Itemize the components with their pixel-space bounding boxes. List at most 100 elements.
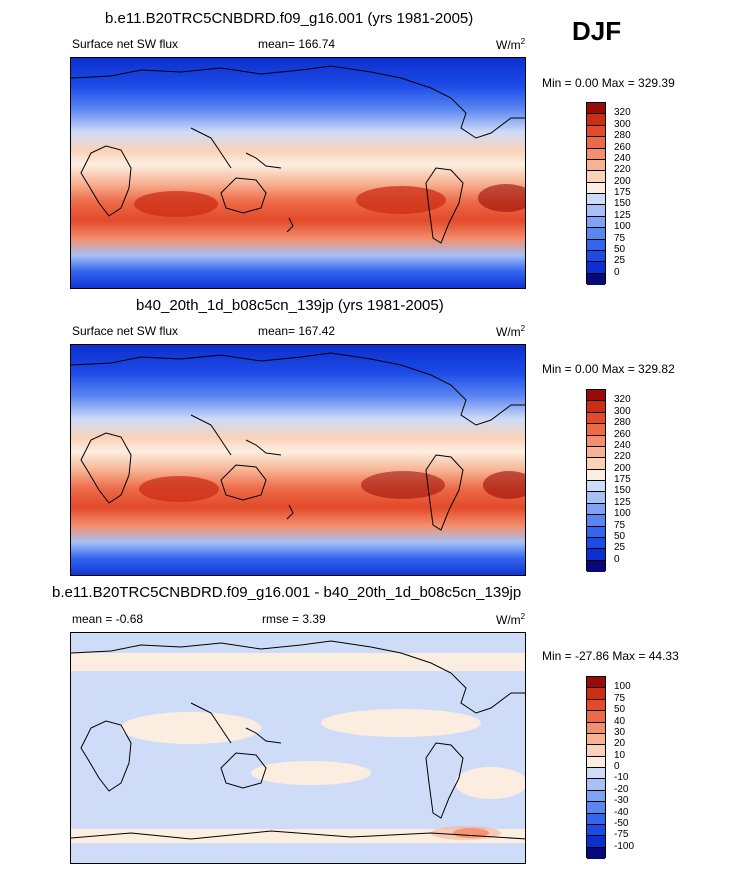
colorbar-tick-label: 320 (614, 394, 631, 406)
colorbar-tick-label: 150 (614, 198, 631, 210)
colorbar-tick-label: 200 (614, 175, 631, 187)
colorbar-tick-label: 40 (614, 715, 626, 727)
colorbar-tick-label: 260 (614, 141, 631, 153)
panel-1-units: W/m2 (496, 37, 526, 52)
colorbar-swatch (587, 802, 605, 814)
panel-3-map (70, 632, 526, 864)
colorbar-swatch (587, 503, 605, 516)
panel-2-title: b40_20th_1d_b08c5cn_139jp (yrs 1981-2005… (136, 297, 444, 314)
colorbar-tick-label: 125 (614, 209, 631, 221)
colorbar-tick-label: 280 (614, 417, 631, 429)
panel-2-units: W/m2 (496, 324, 526, 339)
colorbar-swatch (587, 159, 605, 172)
panel-3-title: b.e11.B20TRC5CNBDRD.f09_g16.001 - b40_20… (52, 584, 522, 601)
colorbar-swatch (587, 250, 605, 263)
colorbar-swatch (587, 228, 605, 240)
colorbar-swatch (587, 768, 605, 780)
panel-2-variable-label: Surface net SW flux (72, 324, 179, 338)
colorbar-tick-label: -20 (614, 783, 629, 795)
panel-1-mean-label: mean= 166.74 (258, 37, 336, 51)
colorbar-swatch (587, 216, 605, 229)
colorbar-tick-label: 10 (614, 749, 626, 761)
colorbar-tick-label: 280 (614, 130, 631, 142)
colorbar-swatch (587, 435, 605, 447)
colorbar-tick-label: 200 (614, 462, 631, 474)
colorbar-tick-label: 30 (614, 726, 626, 738)
colorbar-swatch (587, 194, 605, 206)
colorbar-swatch (587, 779, 605, 791)
colorbar-tick-label: 50 (614, 243, 626, 255)
colorbar-tick-label: 300 (614, 118, 631, 130)
panel-1-minmax: Min = 0.00 Max = 329.39 (542, 76, 675, 90)
colorbar-tick-label: 0 (614, 266, 620, 278)
panel-3-colorbar (586, 676, 606, 859)
colorbar-swatch (587, 526, 605, 538)
colorbar-swatch (587, 412, 605, 425)
colorbar-tick-label: 20 (614, 738, 626, 750)
colorbar-tick-label: -100 (614, 840, 635, 852)
colorbar-tick-label: -10 (614, 772, 629, 784)
colorbar-tick-label: 0 (614, 553, 620, 565)
panel-1-title: b.e11.B20TRC5CNBDRD.f09_g16.001 (yrs 198… (105, 10, 474, 27)
colorbar-swatch (587, 469, 605, 481)
colorbar-tick-label: 0 (614, 761, 620, 772)
panel-3-rmse-label: rmse = 3.39 (262, 612, 326, 626)
colorbar-swatch (587, 560, 605, 572)
colorbar-swatch (587, 148, 605, 160)
colorbar-tick-label: 100 (614, 221, 631, 233)
colorbar-swatch (587, 182, 605, 194)
panel-1-colorbar (586, 102, 606, 285)
colorbar-tick-label: 320 (614, 107, 631, 119)
colorbar-tick-label: 240 (614, 152, 631, 164)
colorbar-tick-label: 175 (614, 474, 631, 485)
colorbar-swatch (587, 262, 605, 274)
panel-2-map (70, 344, 526, 576)
colorbar-swatch (587, 401, 605, 413)
colorbar-swatch (587, 458, 605, 470)
colorbar-swatch (587, 745, 605, 757)
panel-3-mean-label: mean = -0.68 (72, 612, 144, 626)
colorbar-tick-label: -40 (614, 806, 629, 818)
colorbar-tick-label: 260 (614, 428, 631, 440)
season-label: DJF (572, 16, 622, 46)
colorbar-swatch (587, 125, 605, 138)
colorbar-tick-label: 75 (614, 232, 626, 244)
colorbar-tick-label: 50 (614, 704, 626, 716)
colorbar-tick-label: 175 (614, 187, 631, 198)
panel-3-minmax: Min = -27.86 Max = 44.33 (542, 649, 679, 663)
colorbar-tick-label: 300 (614, 405, 631, 417)
panel-2-minmax: Min = 0.00 Max = 329.82 (542, 362, 675, 376)
colorbar-swatch (587, 481, 605, 493)
colorbar-swatch (587, 273, 605, 285)
colorbar-swatch (587, 722, 605, 734)
panel-2-colorbar (586, 389, 606, 572)
colorbar-tick-label: 25 (614, 542, 626, 554)
colorbar-swatch (587, 847, 605, 859)
colorbar-swatch (587, 824, 605, 837)
colorbar-tick-label: 220 (614, 451, 631, 463)
colorbar-tick-label: 50 (614, 530, 626, 542)
colorbar-tick-label: -30 (614, 795, 629, 807)
colorbar-swatch (587, 446, 605, 459)
panel-3-units: W/m2 (496, 612, 526, 627)
colorbar-swatch (587, 711, 605, 723)
colorbar-swatch (587, 492, 605, 504)
colorbar-swatch (587, 733, 605, 746)
colorbar-tick-label: 100 (614, 508, 631, 520)
panel-1-map (70, 57, 526, 289)
colorbar-swatch (587, 688, 605, 700)
colorbar-tick-label: 75 (614, 692, 626, 704)
colorbar-tick-label: -50 (614, 817, 629, 829)
colorbar-swatch (587, 836, 605, 848)
colorbar-tick-label: 25 (614, 255, 626, 267)
colorbar-swatch (587, 549, 605, 561)
colorbar-swatch (587, 756, 605, 768)
colorbar-tick-label: 125 (614, 496, 631, 508)
colorbar-swatch (587, 790, 605, 803)
colorbar-tick-label: 75 (614, 519, 626, 531)
panel-2-mean-label: mean= 167.42 (258, 324, 336, 338)
colorbar-swatch (587, 390, 605, 402)
colorbar-swatch (587, 103, 605, 115)
colorbar-swatch (587, 424, 605, 436)
colorbar-swatch (587, 677, 605, 689)
